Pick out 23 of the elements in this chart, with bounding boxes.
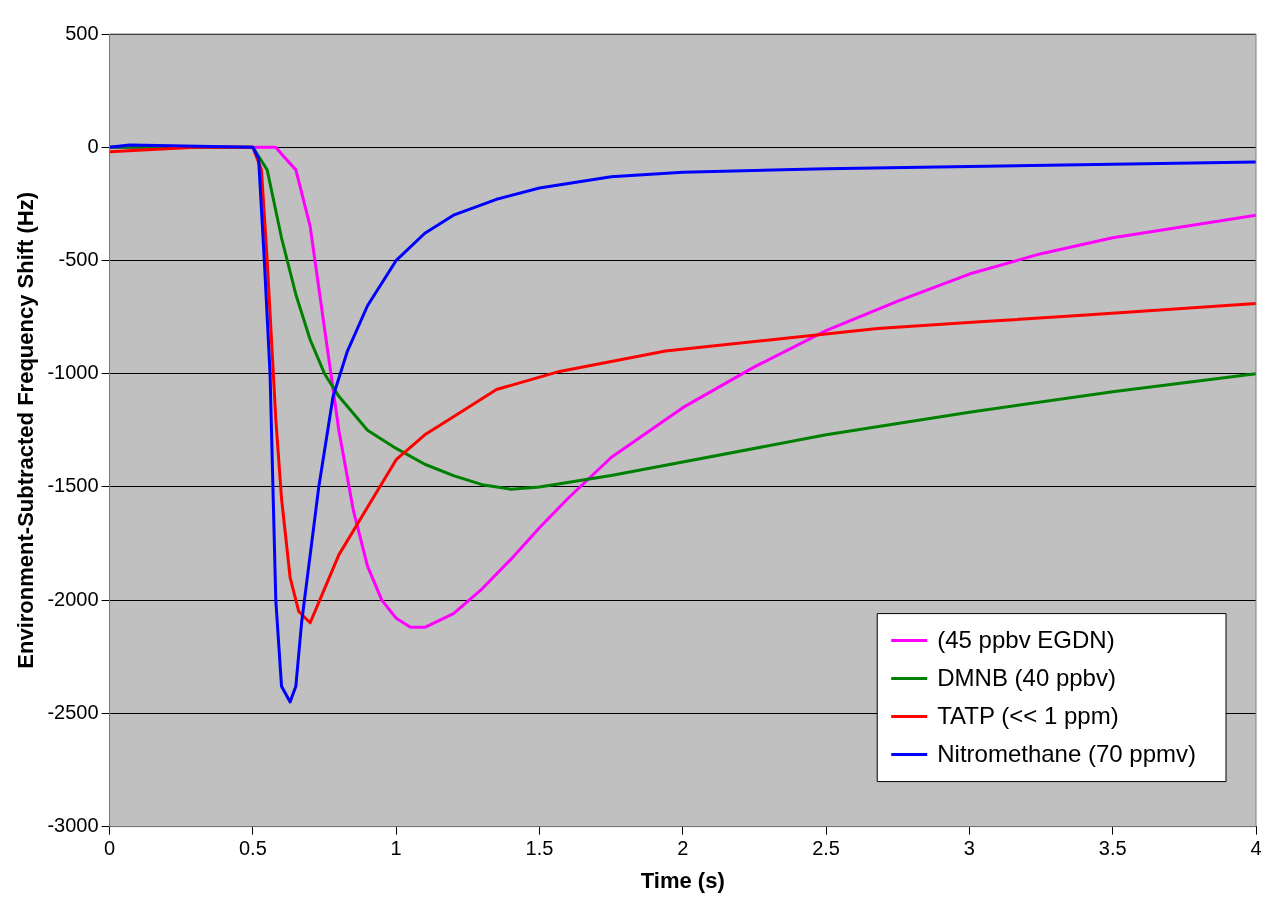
x-tick-label: 4 [1250, 837, 1262, 860]
y-tick-label: -1500 [47, 474, 99, 497]
y-tick-label: -2500 [47, 700, 99, 723]
y-axis-title: Environment-Subtracted Frequency Shift (Hz) [13, 191, 39, 669]
x-tick-label: 3.5 [1098, 837, 1127, 860]
y-tick-label: 500 [65, 21, 99, 44]
legend-label: TATP (<< 1 ppm) [937, 702, 1119, 730]
x-tick-label: 2 [677, 837, 689, 860]
x-tick-label: 0 [103, 837, 116, 860]
y-tick-label: -1000 [47, 361, 99, 384]
x-tick-label: 3 [963, 837, 975, 860]
x-axis-title: Time (s) [640, 867, 725, 893]
y-tick-label: -2000 [47, 587, 99, 610]
legend-label: Nitromethane (70 ppmv) [937, 740, 1197, 768]
legend-label: (45 ppbv EGDN) [937, 626, 1115, 654]
y-tick-label: -500 [58, 247, 99, 270]
x-tick-label: 1.5 [525, 837, 554, 860]
y-tick-label: 0 [87, 134, 99, 157]
x-tick-label: 0.5 [238, 837, 267, 860]
legend-label: DMNB (40 ppbv) [937, 664, 1116, 692]
x-tick-label: 2.5 [812, 837, 840, 860]
y-tick-label: -3000 [47, 814, 99, 837]
x-tick-label: 1 [390, 837, 402, 860]
